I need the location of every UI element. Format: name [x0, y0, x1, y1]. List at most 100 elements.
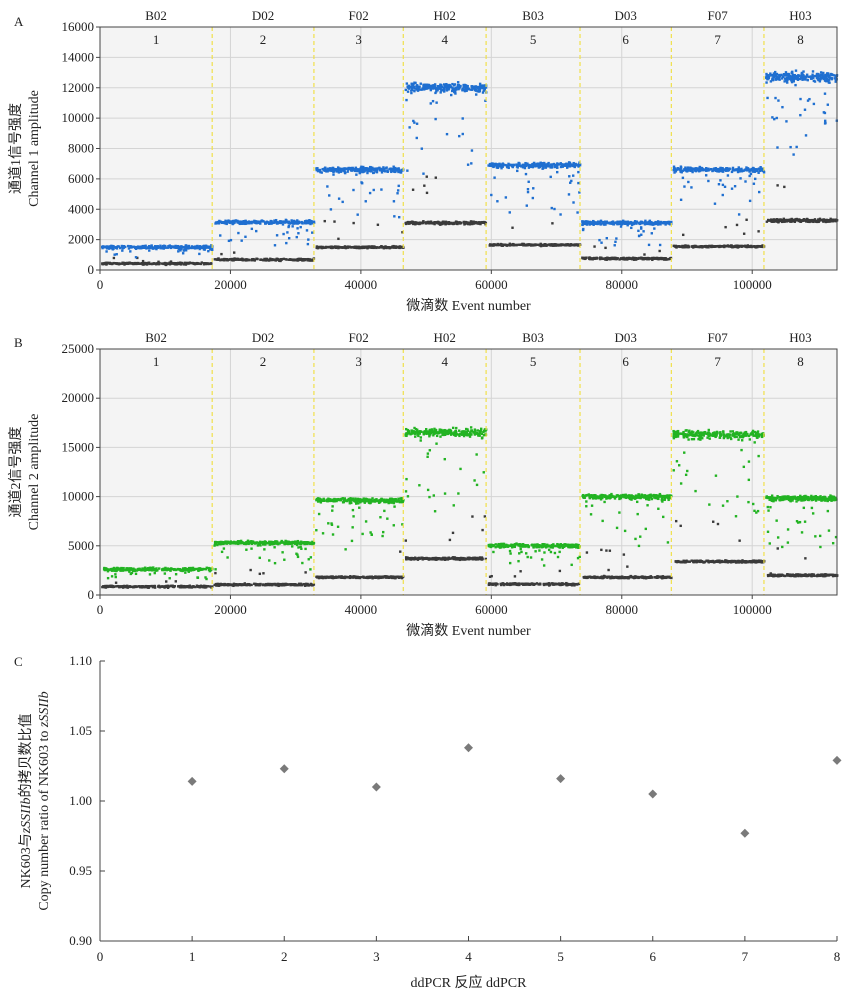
positive-droplet [444, 84, 447, 88]
negative-droplet [206, 262, 209, 266]
negative-droplet [662, 257, 666, 260]
positive-droplet [719, 166, 722, 170]
positive-droplet [412, 82, 415, 86]
rain-droplet [531, 196, 535, 200]
negative-droplet [442, 220, 445, 223]
y-tick-label: 10000 [62, 110, 95, 125]
negative-droplet [449, 221, 453, 225]
negative-droplet [421, 221, 425, 224]
positive-droplet [248, 541, 251, 544]
negative-droplet [304, 582, 308, 586]
rain-droplet [412, 119, 415, 123]
negative-droplet [828, 220, 831, 223]
positive-droplet [537, 166, 541, 169]
positive-droplet [664, 223, 667, 226]
positive-droplet [442, 83, 446, 86]
positive-droplet [541, 162, 545, 165]
negative-droplet [800, 219, 803, 223]
negative-droplet [210, 586, 213, 589]
positive-droplet [599, 222, 602, 225]
positive-droplet [691, 170, 694, 174]
positive-droplet [171, 568, 174, 571]
positive-droplet [712, 167, 716, 171]
positive-droplet [152, 566, 155, 569]
positive-droplet [536, 164, 540, 168]
negative-droplet [198, 585, 202, 589]
rain-droplet [824, 121, 827, 125]
positive-droplet [452, 83, 456, 87]
negative-droplet [634, 257, 637, 260]
negative-droplet [221, 258, 224, 261]
negative-droplet [289, 583, 292, 586]
positive-droplet [119, 569, 122, 572]
positive-droplet [363, 168, 366, 172]
positive-droplet [787, 75, 790, 78]
positive-droplet [699, 169, 702, 172]
positive-droplet [507, 166, 510, 170]
positive-droplet [518, 162, 521, 166]
negative-droplet [755, 245, 758, 249]
positive-droplet [214, 221, 218, 224]
positive-droplet [784, 71, 788, 74]
rain-droplet [694, 169, 698, 173]
positive-droplet [493, 163, 496, 167]
positive-droplet [691, 168, 694, 171]
negative-droplet [302, 582, 306, 586]
negative-droplet [132, 262, 135, 266]
positive-droplet [686, 166, 690, 169]
positive-droplet [777, 77, 781, 80]
rain-droplet [525, 204, 528, 207]
negative-droplet [354, 246, 357, 249]
positive-droplet [120, 568, 123, 571]
negative-droplet [614, 256, 617, 260]
positive-droplet [818, 75, 821, 78]
positive-droplet [376, 167, 380, 170]
rain-droplet [396, 192, 399, 195]
negative-droplet [258, 583, 262, 586]
rain-droplet [306, 242, 310, 246]
negative-droplet [730, 245, 733, 248]
positive-droplet [379, 168, 382, 172]
positive-droplet [286, 540, 289, 543]
negative-droplet [272, 258, 275, 261]
positive-droplet [806, 78, 809, 82]
positive-droplet [262, 541, 265, 545]
rain-droplet [408, 126, 411, 129]
positive-droplet [536, 163, 539, 166]
rain-droplet [352, 221, 355, 225]
negative-droplet [819, 218, 823, 222]
negative-droplet [542, 243, 545, 247]
negative-droplet [789, 218, 792, 221]
positive-droplet [369, 165, 372, 169]
positive-droplet [823, 79, 827, 82]
positive-droplet [311, 221, 315, 224]
rain-droplet [640, 221, 644, 225]
negative-droplet [168, 261, 171, 264]
positive-droplet [188, 568, 192, 572]
negative-droplet [254, 583, 257, 587]
positive-droplet [296, 222, 299, 225]
positive-droplet [506, 164, 509, 167]
negative-droplet [797, 219, 801, 223]
rain-droplet [208, 569, 212, 573]
negative-droplet [233, 583, 237, 586]
negative-droplet [687, 245, 690, 248]
positive-droplet [445, 89, 449, 92]
panel-a-channel-1-plot: A 0200040006000800010000120001400016000 … [8, 8, 839, 314]
positive-droplet [778, 75, 781, 78]
positive-droplet [772, 76, 776, 79]
positive-droplet [296, 221, 299, 224]
negative-droplet [407, 222, 410, 225]
negative-droplet [779, 219, 782, 222]
rain-droplet [745, 218, 748, 221]
positive-droplet [117, 245, 120, 248]
positive-droplet [646, 222, 650, 225]
negative-droplet [588, 256, 591, 260]
negative-droplet [769, 218, 773, 221]
positive-droplet [164, 567, 167, 571]
rain-droplet [184, 249, 188, 252]
x-tick-label: 40000 [345, 277, 378, 292]
positive-droplet [420, 88, 423, 91]
positive-droplet [669, 221, 672, 224]
